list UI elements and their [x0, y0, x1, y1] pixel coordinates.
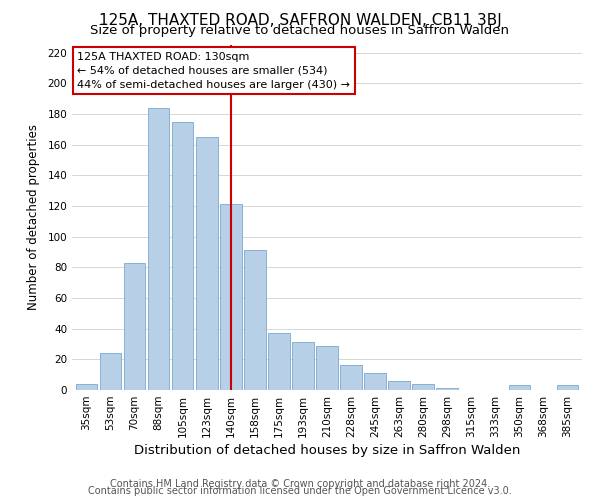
Bar — [292, 342, 314, 390]
Bar — [244, 250, 266, 390]
Text: Contains public sector information licensed under the Open Government Licence v3: Contains public sector information licen… — [88, 486, 512, 496]
Text: Size of property relative to detached houses in Saffron Walden: Size of property relative to detached ho… — [91, 24, 509, 37]
Bar — [220, 204, 242, 390]
Bar — [76, 384, 97, 390]
Bar — [364, 373, 386, 390]
Y-axis label: Number of detached properties: Number of detached properties — [28, 124, 40, 310]
Text: 125A THAXTED ROAD: 130sqm
← 54% of detached houses are smaller (534)
44% of semi: 125A THAXTED ROAD: 130sqm ← 54% of detac… — [77, 52, 350, 90]
Text: Contains HM Land Registry data © Crown copyright and database right 2024.: Contains HM Land Registry data © Crown c… — [110, 479, 490, 489]
X-axis label: Distribution of detached houses by size in Saffron Walden: Distribution of detached houses by size … — [134, 444, 520, 457]
Bar — [340, 366, 362, 390]
Bar — [124, 262, 145, 390]
Bar — [509, 386, 530, 390]
Bar — [268, 334, 290, 390]
Bar — [196, 137, 218, 390]
Bar — [388, 381, 410, 390]
Bar — [557, 386, 578, 390]
Bar — [412, 384, 434, 390]
Bar — [316, 346, 338, 390]
Bar — [172, 122, 193, 390]
Bar — [100, 353, 121, 390]
Bar — [148, 108, 169, 390]
Bar — [436, 388, 458, 390]
Text: 125A, THAXTED ROAD, SAFFRON WALDEN, CB11 3BJ: 125A, THAXTED ROAD, SAFFRON WALDEN, CB11… — [98, 12, 502, 28]
